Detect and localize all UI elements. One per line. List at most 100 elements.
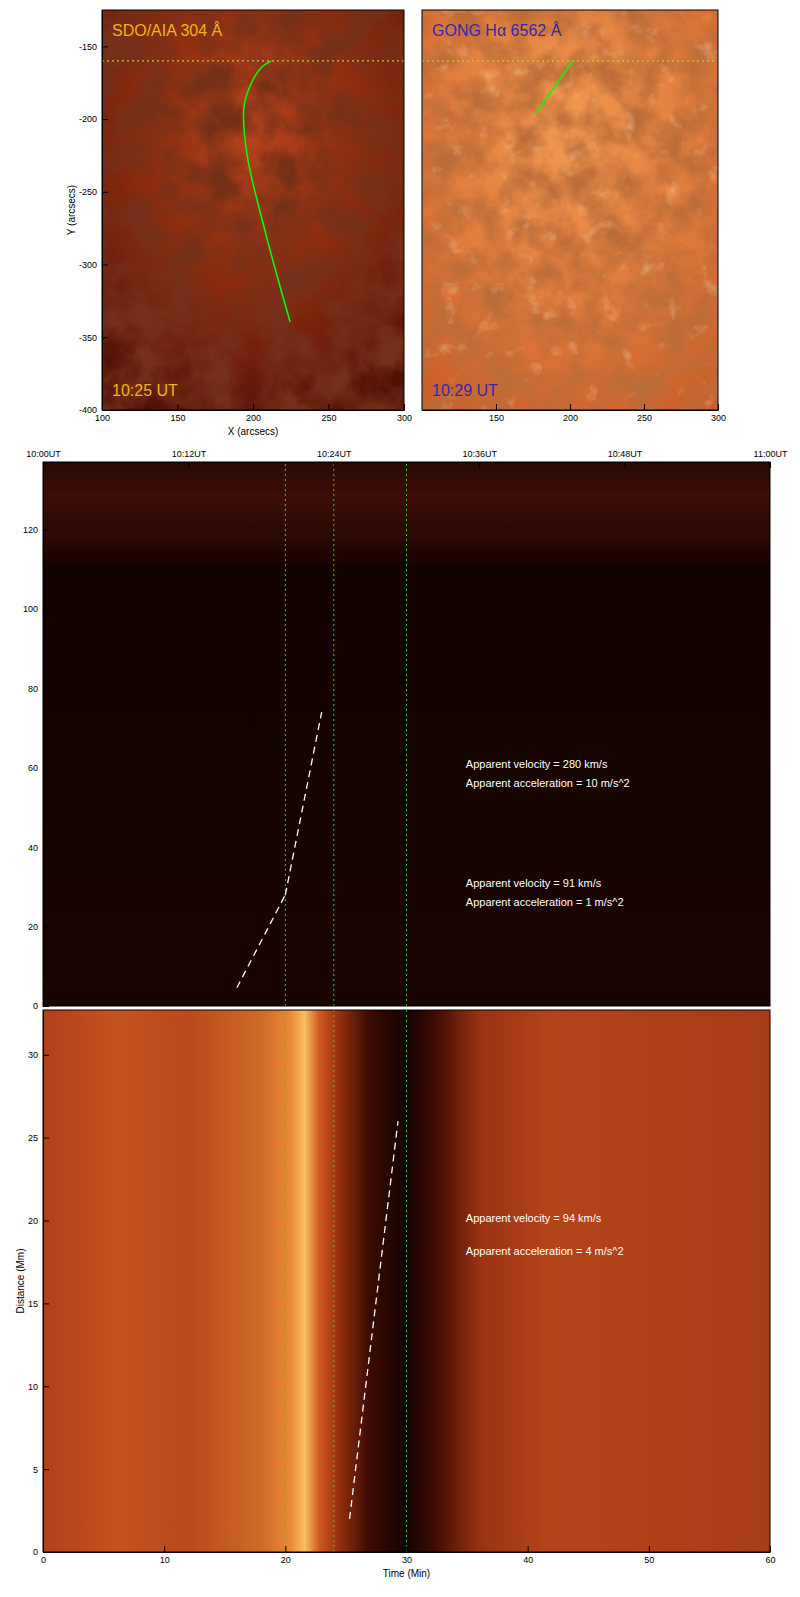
tick: 20 (28, 1216, 49, 1226)
axis-title: Y (arcsecs) (66, 185, 77, 235)
tick-mark (43, 1386, 49, 1387)
trace-line (422, 60, 718, 61)
tick-label: 5 (33, 1465, 38, 1475)
frame (102, 10, 404, 410)
panel: 0102030405060051015202530Time (Min)Dista… (15, 1010, 776, 1579)
tick: 10 (28, 1382, 49, 1392)
tick: -300 (79, 260, 108, 270)
tick: 11:00UT (754, 449, 788, 468)
tick-label: 10:00UT (26, 449, 61, 459)
tick-label: 150 (489, 413, 504, 423)
trace-line (285, 712, 321, 895)
tick: 15 (28, 1299, 49, 1309)
texture (422, 10, 718, 410)
axis-title: X (arcsecs) (228, 426, 279, 437)
tick-mark (404, 404, 405, 410)
tick-mark (334, 462, 335, 468)
tick-label: 250 (321, 413, 336, 423)
tick-mark (253, 404, 254, 410)
axis-line (43, 1011, 44, 1553)
marker-line (406, 462, 407, 1006)
tick: 200 (246, 404, 261, 423)
frame (43, 1010, 770, 1552)
tick-label: 20 (28, 922, 38, 932)
tick-mark (43, 768, 49, 769)
tick: 25 (28, 1133, 49, 1143)
tick-mark (43, 1552, 49, 1553)
annotation: 10:25 UT (112, 382, 178, 399)
tick: -350 (79, 333, 108, 343)
trace-line (237, 895, 285, 988)
tick-label: 25 (28, 1133, 38, 1143)
tick-mark (285, 1546, 286, 1552)
tick-mark (43, 1221, 49, 1222)
tick-label: 100 (23, 604, 38, 614)
panel-title: SDO/AIA 304 Å (112, 21, 223, 39)
tick: 120 (23, 525, 49, 535)
tick: 300 (711, 404, 726, 423)
tick: 10:24UT (317, 449, 352, 468)
panel: 150200250300GONG Hα 6562 Å10:29 UT (422, 10, 726, 423)
tick: 5 (33, 1465, 49, 1475)
tick-mark (178, 404, 179, 410)
tick-mark (43, 1006, 49, 1007)
tick-label: 11:00UT (754, 449, 788, 459)
tick-mark (164, 1546, 165, 1552)
tick-mark (102, 265, 108, 266)
tick-label: 200 (563, 413, 578, 423)
tick-label: 40 (523, 1555, 533, 1565)
tick-mark (479, 462, 480, 468)
tick-label: 10:48UT (608, 449, 643, 459)
tick-label: 60 (28, 763, 38, 773)
tick-mark (43, 1138, 49, 1139)
tick-mark (102, 46, 108, 47)
tick-mark (407, 1546, 408, 1552)
tick: 200 (563, 404, 578, 423)
frame (422, 10, 718, 410)
marker-line (285, 1010, 286, 1552)
tick-label: 20 (28, 1216, 38, 1226)
tick: 40 (28, 843, 49, 853)
tick-mark (644, 404, 645, 410)
panel: 100150200250300-150-200-250-300-350-400X… (66, 10, 412, 437)
tick-label: 0 (33, 1001, 38, 1011)
tick-mark (43, 1469, 49, 1470)
tick: 30 (402, 1546, 412, 1565)
tick-label: 20 (281, 1555, 291, 1565)
tick-label: -200 (79, 114, 97, 124)
tick-label: 250 (637, 413, 652, 423)
tick: 150 (170, 404, 185, 423)
axis: -150-200-250-300-350-400 (79, 11, 108, 416)
tick-label: -400 (79, 405, 97, 415)
tick-mark (496, 404, 497, 410)
tick: -400 (79, 405, 108, 415)
axis-line (103, 410, 405, 411)
annotation: Apparent acceleration = 1 m/s^2 (466, 896, 624, 908)
tick-mark (43, 1303, 49, 1304)
tick-label: 10:12UT (172, 449, 207, 459)
tick: 50 (644, 1546, 654, 1565)
marker-line (333, 462, 334, 1006)
frame (43, 462, 770, 1006)
background (43, 462, 770, 1006)
tick-label: 15 (28, 1299, 38, 1309)
tick: 60 (28, 763, 49, 773)
axis-title: Time (Min) (383, 1568, 430, 1579)
marker-line (285, 462, 286, 1006)
axis-line (44, 1552, 771, 1553)
tick: 20 (281, 1546, 291, 1565)
tick: 250 (637, 404, 652, 423)
tick-label: 100 (95, 413, 110, 423)
tick: 150 (489, 404, 504, 423)
tick-mark (43, 530, 49, 531)
tick-label: 300 (711, 413, 726, 423)
marker-line (333, 1010, 334, 1552)
tick-mark (102, 410, 108, 411)
tick-label: 30 (402, 1555, 412, 1565)
texture (422, 10, 718, 410)
tick-label: 80 (28, 684, 38, 694)
annotation: Apparent velocity = 280 km/s (466, 758, 608, 770)
plot-area (102, 10, 404, 410)
tick-mark (102, 192, 108, 193)
tick-label: 50 (644, 1555, 654, 1565)
